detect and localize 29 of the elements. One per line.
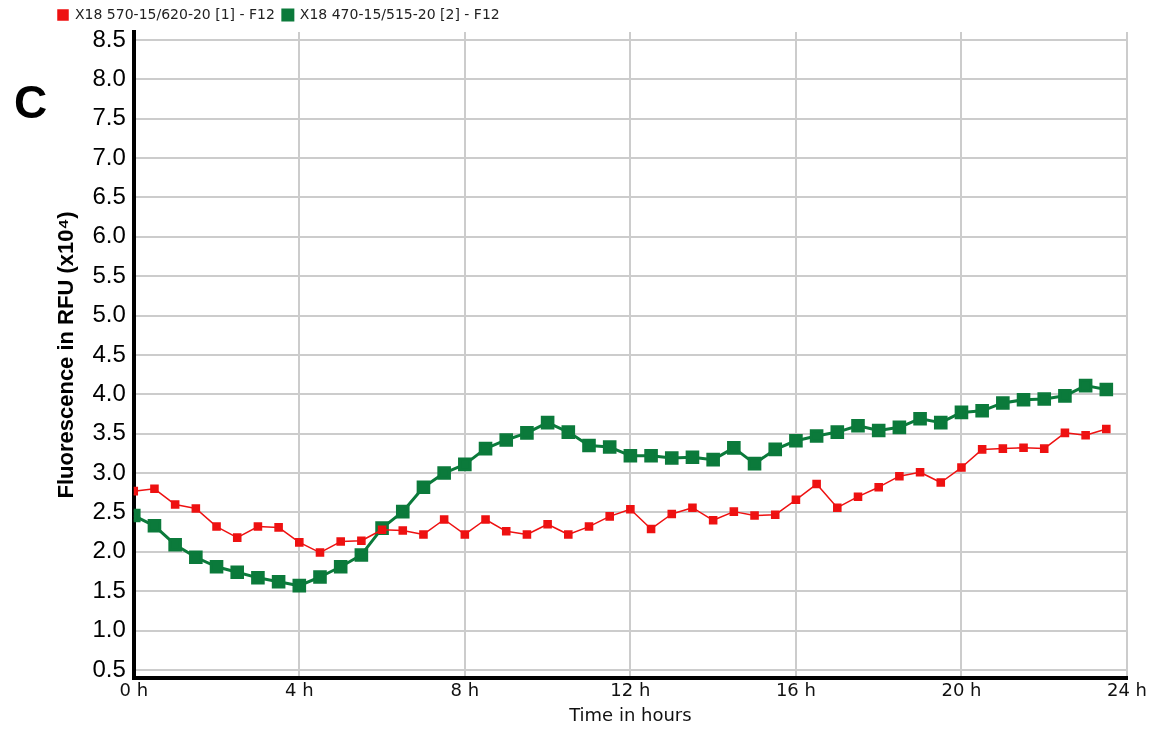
y-axis-title: Fluorescence in RFU (x10⁴) [53,211,79,499]
y-tick-label: 1.0 [92,615,126,643]
y-tick-label: 2.5 [92,497,126,525]
x-tick-label: 20 h [941,679,982,701]
x-tick-label: 16 h [775,679,816,701]
legend-label: X18 570-15/620-20 [1] - F12 [75,5,275,22]
y-tick-label: 6.0 [92,221,126,249]
y-tick-label: 4.0 [92,378,126,406]
y-tick-label: 6.5 [92,182,126,210]
x-tick-label: 8 h [450,679,480,701]
y-tick-label: 7.0 [92,142,126,170]
y-tick-label: 4.5 [92,339,126,367]
y-tick-label: 8.0 [92,63,126,91]
y-tick-label: 8.5 [92,24,126,52]
y-tick-label: 7.5 [92,103,126,131]
x-tick-label: 4 h [285,679,314,701]
text: C [14,75,48,128]
legend-label: X18 470-15/515-20 [2] - F12 [299,5,500,22]
x-tick-label: 24 h [1106,679,1148,701]
y-tick-label: 3.5 [92,418,126,446]
y-tick-label: 5.5 [92,260,126,288]
y-tick-label: 1.5 [92,575,126,603]
x-axis-title: Time in hours [568,703,692,725]
y-tick-label: 2.0 [92,536,126,564]
y-tick-label: 0.5 [92,654,126,682]
y-tick-label: 5.0 [92,300,126,328]
x-tick-label: 12 h [610,679,651,701]
y-tick-label: 3.0 [92,457,126,485]
x-tick-label: 0 h [119,679,149,701]
